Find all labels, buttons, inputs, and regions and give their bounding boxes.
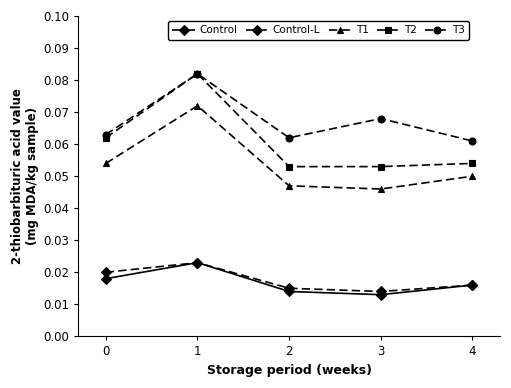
T1 bbox=[103, 161, 109, 166]
Line: T1: T1 bbox=[102, 102, 476, 192]
T1 bbox=[378, 187, 384, 191]
Control bbox=[378, 292, 384, 297]
Legend: Control, Control-L, T1, T2, T3: Control, Control-L, T1, T2, T3 bbox=[168, 21, 469, 40]
T2 bbox=[286, 164, 292, 169]
Control-L bbox=[103, 270, 109, 275]
T1 bbox=[469, 174, 475, 178]
Line: T3: T3 bbox=[102, 70, 476, 144]
Control bbox=[469, 283, 475, 288]
Control bbox=[103, 276, 109, 281]
T3 bbox=[378, 116, 384, 121]
Line: Control-L: Control-L bbox=[102, 259, 476, 295]
Control-L bbox=[194, 260, 200, 265]
T2 bbox=[103, 135, 109, 140]
T3 bbox=[103, 132, 109, 137]
T3 bbox=[469, 139, 475, 143]
T2 bbox=[378, 164, 384, 169]
Control-L bbox=[286, 286, 292, 291]
X-axis label: Storage period (weeks): Storage period (weeks) bbox=[206, 364, 371, 377]
T1 bbox=[194, 104, 200, 108]
Control bbox=[194, 260, 200, 265]
T2 bbox=[194, 71, 200, 76]
Line: Control: Control bbox=[102, 259, 476, 298]
T3 bbox=[286, 135, 292, 140]
Line: T2: T2 bbox=[102, 70, 476, 170]
T3 bbox=[194, 71, 200, 76]
Control-L bbox=[378, 289, 384, 294]
Control bbox=[286, 289, 292, 294]
T2 bbox=[469, 161, 475, 166]
T1 bbox=[286, 184, 292, 188]
Y-axis label: 2-thiobarbituric acid value
(mg MDA/kg sample): 2-thiobarbituric acid value (mg MDA/kg s… bbox=[11, 88, 39, 264]
Control-L bbox=[469, 283, 475, 288]
